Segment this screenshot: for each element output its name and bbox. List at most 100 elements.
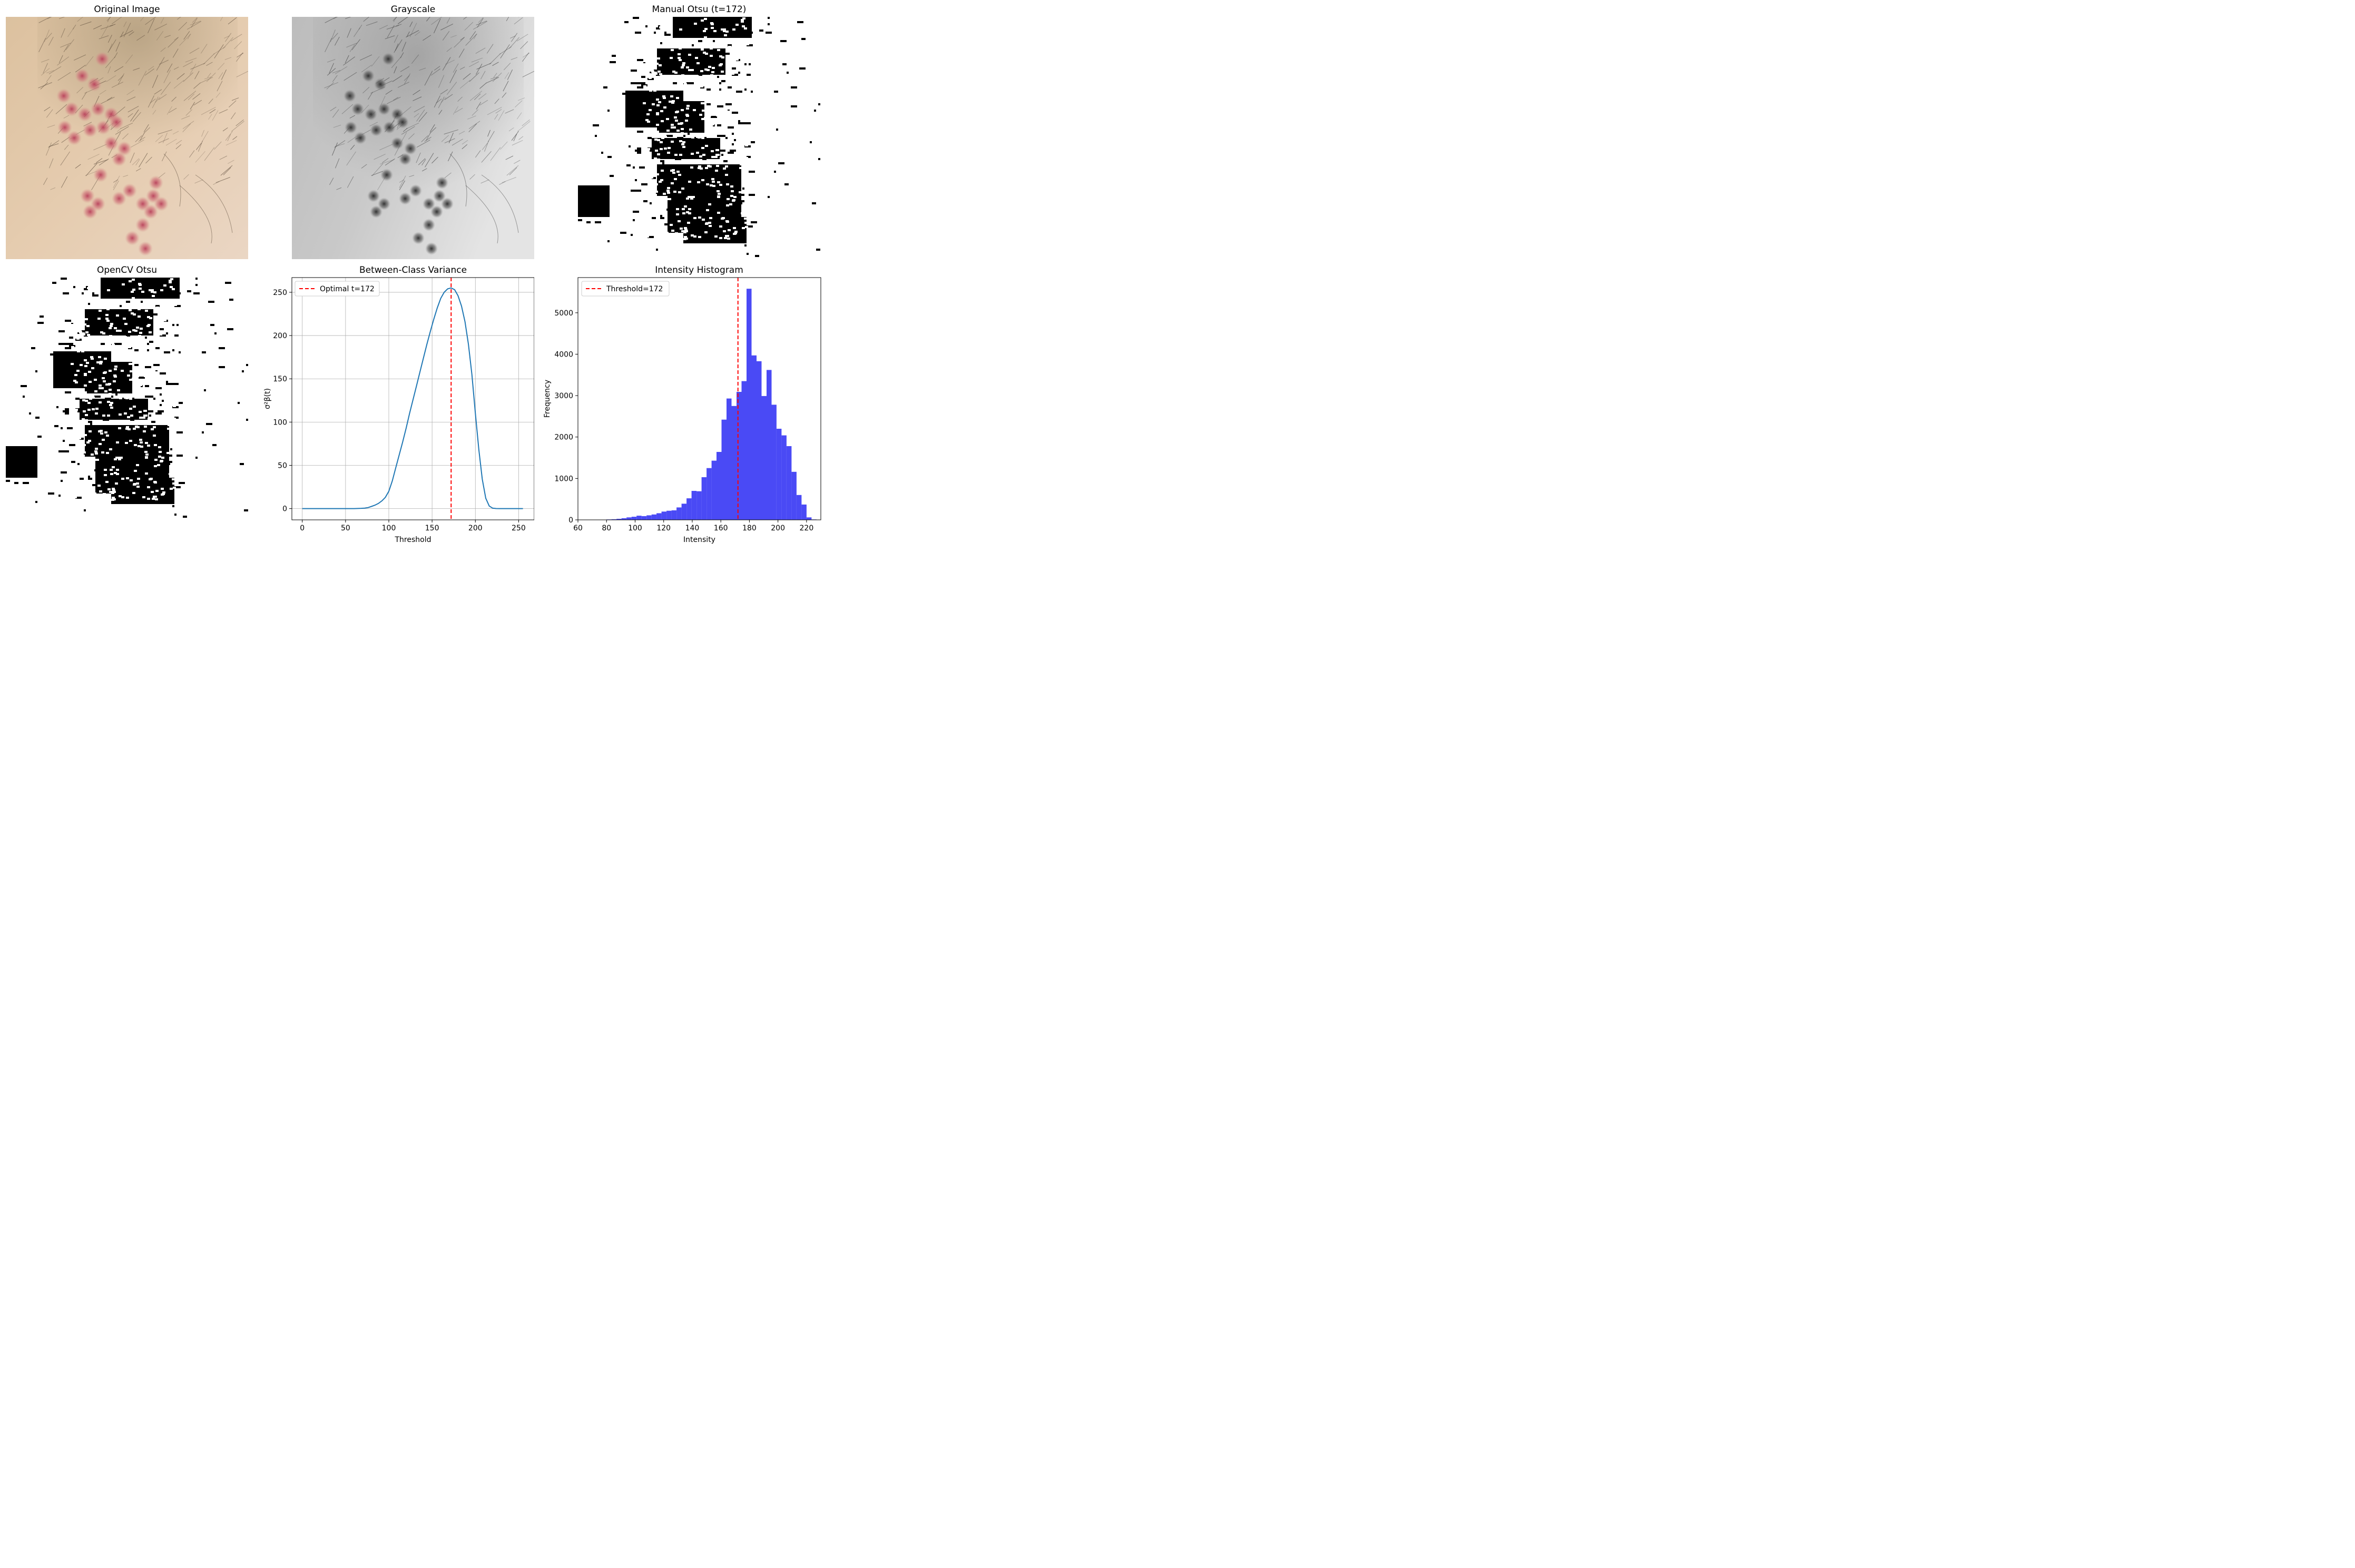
mask-hole <box>92 408 95 410</box>
mask-speck <box>641 82 645 84</box>
mask-speck <box>179 351 181 353</box>
mask-speck <box>134 408 139 410</box>
hair-strand <box>192 17 198 23</box>
mask-hole <box>159 322 162 324</box>
mask-hole <box>169 426 172 428</box>
mask-hole <box>131 422 134 425</box>
mask-speck <box>597 206 599 209</box>
mask-hole <box>716 165 719 167</box>
mask-hole <box>144 375 147 377</box>
mask-hole <box>84 290 87 292</box>
histogram-bar <box>706 468 712 520</box>
hair-strand <box>168 37 179 48</box>
mask-hole <box>73 312 76 314</box>
mask-speck <box>58 450 65 452</box>
mask-speck <box>128 461 134 463</box>
hair-strand <box>145 156 152 164</box>
mask-hole <box>90 493 93 495</box>
hair-strand <box>185 109 192 116</box>
mask-speck <box>725 53 730 55</box>
mask-speck <box>725 215 732 217</box>
mask-speck <box>673 152 677 154</box>
hair-strand <box>190 102 195 110</box>
mask-hole <box>684 205 687 208</box>
mask-hole <box>711 27 714 29</box>
mask-hole <box>712 181 715 183</box>
mask-hole <box>737 115 740 117</box>
hair-strand <box>172 131 179 135</box>
hair-strand <box>38 82 53 88</box>
hair-strand <box>195 151 205 163</box>
mask-hole <box>97 485 101 487</box>
mask-speck <box>696 118 700 120</box>
mask-hole <box>129 408 132 410</box>
mask-hole <box>684 236 687 238</box>
mask-hole <box>86 362 89 364</box>
gray-hair-strand <box>406 123 419 129</box>
mask-hole <box>652 103 655 105</box>
mask-speck <box>65 391 71 393</box>
mask-hole <box>654 200 657 202</box>
mask-speck <box>69 337 73 339</box>
gray-hair-strand <box>475 63 483 75</box>
gray-hair-strand <box>468 121 480 129</box>
mask-speck <box>206 423 212 425</box>
mask-speck <box>141 484 145 486</box>
mask-hole <box>81 304 84 307</box>
gray-lesion-spot <box>351 103 364 115</box>
mask-speck <box>814 110 816 112</box>
mask-hole <box>651 71 654 73</box>
y-tick-label: 200 <box>273 332 287 340</box>
hair-strand <box>208 98 213 104</box>
mask-hole <box>725 235 728 237</box>
mask-hole <box>136 426 140 428</box>
mask-hole <box>75 409 78 411</box>
gray-hair-strand <box>332 75 338 82</box>
gray-hair-strand <box>479 82 487 89</box>
mask-hole <box>721 56 724 58</box>
mask-hole <box>94 379 97 381</box>
hair-strand <box>204 147 215 161</box>
gray-hair-strand <box>503 63 511 71</box>
gray-lesion-spot <box>380 169 393 181</box>
hair-strand <box>193 82 201 89</box>
mask-hole <box>690 198 693 200</box>
gray-hair-strand <box>499 46 512 55</box>
mask-hole <box>121 478 124 480</box>
mask-hole <box>95 412 98 415</box>
hair-strand <box>48 36 54 46</box>
gray-hair-strand <box>442 31 450 41</box>
mask-speck <box>162 400 164 402</box>
gray-hair-strand <box>499 181 506 185</box>
mask-hole <box>167 329 170 331</box>
mask-speck <box>595 221 601 223</box>
mask-speck <box>612 55 616 57</box>
mask-speck <box>107 360 109 362</box>
mask-hole <box>653 208 656 210</box>
mask-hole <box>649 77 652 79</box>
gray-hair-strand <box>516 34 528 42</box>
mask-hole <box>733 196 737 198</box>
mask-speck <box>212 444 217 446</box>
mask-speck <box>145 385 149 387</box>
mask-hole <box>745 144 748 146</box>
gray-hair-strand <box>487 130 491 137</box>
mask-hole <box>659 73 662 75</box>
mask-speck <box>111 486 113 488</box>
mask-hole <box>671 78 674 81</box>
mask-speck <box>23 396 25 398</box>
hair-strand <box>139 153 148 167</box>
long-hair <box>163 153 181 207</box>
mask-speck <box>679 137 681 139</box>
gray-lesion-spot <box>370 205 382 218</box>
hair-strand <box>212 110 219 121</box>
mask-speck <box>90 372 92 374</box>
mask-hole <box>730 64 733 66</box>
mask-speck <box>139 320 141 322</box>
mask-hole <box>99 362 102 364</box>
hair-strand <box>106 17 111 21</box>
gray-hair-strand <box>336 187 342 190</box>
mask-hole <box>747 200 750 202</box>
x-tick-label: 50 <box>341 524 350 532</box>
mask-hole <box>147 486 150 488</box>
